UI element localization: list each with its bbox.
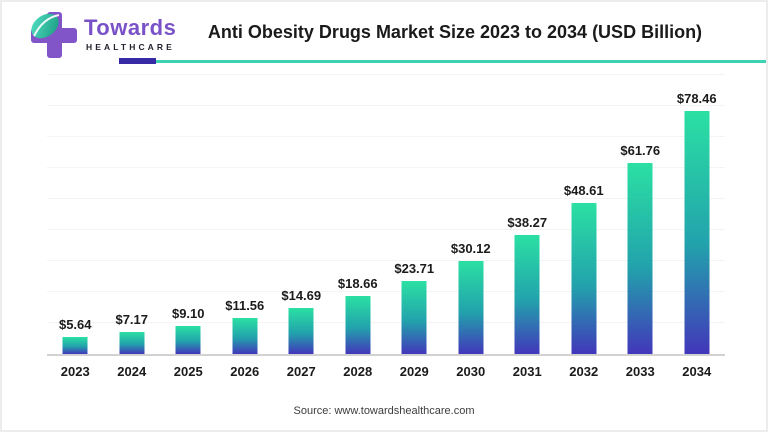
bar-2027 bbox=[288, 308, 314, 354]
brand-name: Towards bbox=[84, 15, 177, 40]
bar-value-label-2032: $48.61 bbox=[563, 183, 604, 199]
bar-column-2034: $78.46 bbox=[669, 77, 726, 354]
gridline bbox=[47, 74, 725, 75]
bar-2026 bbox=[232, 318, 258, 354]
bar-column-2025: $9.10 bbox=[160, 77, 217, 354]
x-tick-label-2030: 2030 bbox=[456, 364, 486, 379]
x-tick-label-2023: 2023 bbox=[60, 364, 90, 379]
gridline bbox=[47, 322, 725, 323]
bar-value-label-2027: $14.69 bbox=[281, 288, 322, 304]
bar-column-2033: $61.76 bbox=[612, 77, 669, 354]
x-tick-label-2027: 2027 bbox=[286, 364, 316, 379]
bar-2023 bbox=[62, 336, 88, 354]
bar-column-2027: $14.69 bbox=[273, 77, 330, 354]
gridline bbox=[47, 136, 725, 137]
bar-column-2023: $5.64 bbox=[47, 77, 104, 354]
gridline bbox=[47, 105, 725, 106]
x-tick-label-2025: 2025 bbox=[173, 364, 203, 379]
source-citation: Source: www.towardshealthcare.com bbox=[293, 405, 475, 417]
bar-column-2031: $38.27 bbox=[499, 77, 556, 354]
x-tick-label-2028: 2028 bbox=[343, 364, 373, 379]
page-title: Anti Obesity Drugs Market Size 2023 to 2… bbox=[207, 22, 703, 42]
gridline bbox=[47, 167, 725, 168]
x-tick-label-2026: 2026 bbox=[230, 364, 260, 379]
bar-value-label-2025: $9.10 bbox=[171, 305, 205, 321]
gridline bbox=[47, 291, 725, 292]
gridline bbox=[47, 198, 725, 199]
bar-2034 bbox=[684, 110, 710, 354]
gridline bbox=[47, 260, 725, 261]
bar-2024 bbox=[119, 331, 145, 354]
bar-2029 bbox=[401, 280, 427, 354]
bar-value-label-2023: $5.64 bbox=[58, 316, 92, 332]
brand-subtitle: HEALTHCARE bbox=[86, 42, 175, 52]
bar-value-label-2030: $30.12 bbox=[450, 240, 491, 256]
x-tick-label-2024: 2024 bbox=[117, 364, 147, 379]
title-rule-purple bbox=[119, 58, 156, 64]
title-rule-teal bbox=[156, 60, 766, 63]
x-tick-label-2033: 2033 bbox=[625, 364, 655, 379]
bar-2031 bbox=[514, 235, 540, 354]
bar-value-label-2024: $7.17 bbox=[115, 311, 149, 327]
bar-value-label-2028: $18.66 bbox=[337, 276, 378, 292]
x-tick-label-2029: 2029 bbox=[399, 364, 429, 379]
x-tick-label-2031: 2031 bbox=[512, 364, 542, 379]
bar-column-2026: $11.56 bbox=[217, 77, 274, 354]
bar-2032 bbox=[571, 203, 597, 354]
x-axis-labels: 2023 2024 2025 2026 2027 2028 2029 2030 2031 2032… bbox=[47, 364, 725, 379]
bar-value-label-2029: $23.71 bbox=[394, 260, 435, 276]
bar-column-2032: $48.61 bbox=[556, 77, 613, 354]
bar-value-label-2033: $61.76 bbox=[620, 142, 661, 158]
bar-value-label-2034: $78.46 bbox=[676, 90, 717, 106]
bar-2030 bbox=[458, 260, 484, 354]
gridline bbox=[47, 229, 725, 230]
towards-healthcare-logo-icon bbox=[31, 12, 77, 58]
bar-column-2024: $7.17 bbox=[104, 77, 161, 354]
bars-row: $5.64 $7.17 $9.10 $11.56 $14.69 $18.66 $23.71 $… bbox=[47, 77, 725, 354]
bar-column-2028: $18.66 bbox=[330, 77, 387, 354]
bar-chart-plot-area: $5.64 $7.17 $9.10 $11.56 $14.69 $18.66 $23.71 $… bbox=[47, 74, 725, 356]
bar-column-2029: $23.71 bbox=[386, 77, 443, 354]
x-tick-label-2032: 2032 bbox=[569, 364, 599, 379]
leaf-icon bbox=[31, 13, 60, 39]
bar-2028 bbox=[345, 296, 371, 354]
bar-value-label-2026: $11.56 bbox=[225, 298, 265, 314]
bar-column-2030: $30.12 bbox=[443, 77, 500, 354]
bar-value-label-2031: $38.27 bbox=[507, 215, 548, 231]
bar-2025 bbox=[175, 325, 201, 354]
x-tick-label-2034: 2034 bbox=[682, 364, 712, 379]
bar-2033 bbox=[627, 162, 653, 354]
